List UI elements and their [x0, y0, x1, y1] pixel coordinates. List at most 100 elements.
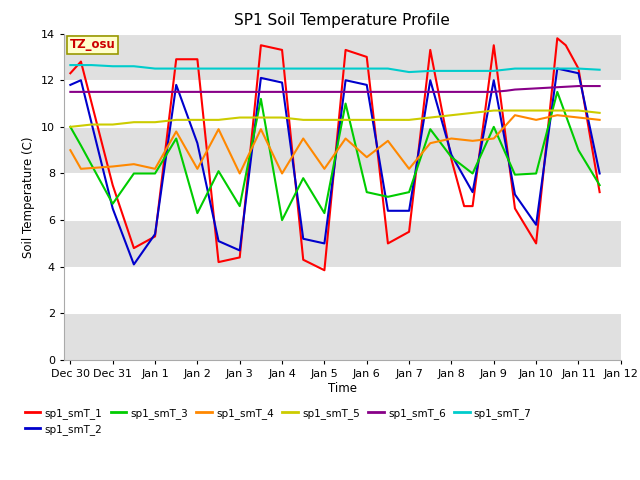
- sp1_smT_4: [468, 138, 476, 144]
- Line: sp1_smT_6: sp1_smT_6: [70, 86, 600, 92]
- Bar: [64, 267, 621, 313]
- sp1_smT_3: [172, 136, 180, 142]
- sp1_smT_7: [342, 66, 349, 72]
- sp1_smT_2: [151, 231, 159, 237]
- sp1_smT_5: [257, 115, 265, 120]
- sp1_smT_4: [511, 112, 519, 118]
- sp1_smT_6: [300, 89, 307, 95]
- sp1_smT_6: [67, 89, 74, 95]
- Legend: sp1_smT_1, sp1_smT_2, sp1_smT_3, sp1_smT_4, sp1_smT_5, sp1_smT_6, sp1_smT_7: sp1_smT_1, sp1_smT_2, sp1_smT_3, sp1_smT…: [25, 408, 532, 435]
- sp1_smT_5: [447, 112, 455, 118]
- sp1_smT_6: [342, 89, 349, 95]
- sp1_smT_1: [490, 42, 498, 48]
- sp1_smT_3: [363, 189, 371, 195]
- sp1_smT_3: [554, 89, 561, 95]
- sp1_smT_7: [257, 66, 265, 72]
- sp1_smT_4: [321, 166, 328, 172]
- sp1_smT_3: [67, 124, 74, 130]
- sp1_smT_7: [130, 63, 138, 69]
- sp1_smT_6: [278, 89, 286, 95]
- sp1_smT_4: [77, 166, 84, 172]
- sp1_smT_4: [596, 117, 604, 123]
- sp1_smT_1: [363, 54, 371, 60]
- sp1_smT_2: [321, 240, 328, 246]
- sp1_smT_6: [405, 89, 413, 95]
- sp1_smT_7: [300, 66, 307, 72]
- sp1_smT_6: [468, 89, 476, 95]
- Bar: [64, 127, 621, 173]
- sp1_smT_6: [193, 89, 201, 95]
- sp1_smT_7: [384, 66, 392, 72]
- sp1_smT_4: [130, 161, 138, 167]
- sp1_smT_7: [151, 66, 159, 72]
- sp1_smT_7: [363, 66, 371, 72]
- sp1_smT_2: [193, 140, 201, 146]
- sp1_smT_2: [405, 208, 413, 214]
- sp1_smT_3: [447, 154, 455, 160]
- Bar: [64, 313, 621, 360]
- sp1_smT_5: [554, 108, 561, 113]
- sp1_smT_5: [236, 115, 244, 120]
- sp1_smT_6: [511, 87, 519, 93]
- Line: sp1_smT_5: sp1_smT_5: [70, 110, 600, 127]
- sp1_smT_5: [384, 117, 392, 123]
- sp1_smT_5: [214, 117, 222, 123]
- sp1_smT_2: [257, 75, 265, 81]
- sp1_smT_2: [447, 152, 455, 158]
- sp1_smT_3: [151, 170, 159, 176]
- Y-axis label: Soil Temperature (C): Soil Temperature (C): [22, 136, 35, 258]
- sp1_smT_7: [278, 66, 286, 72]
- Line: sp1_smT_7: sp1_smT_7: [70, 65, 600, 72]
- sp1_smT_5: [321, 117, 328, 123]
- sp1_smT_6: [447, 89, 455, 95]
- sp1_smT_1: [384, 240, 392, 246]
- sp1_smT_5: [151, 120, 159, 125]
- sp1_smT_3: [214, 168, 222, 174]
- sp1_smT_5: [468, 110, 476, 116]
- sp1_smT_1: [77, 59, 84, 64]
- sp1_smT_1: [575, 66, 582, 72]
- sp1_smT_5: [511, 108, 519, 113]
- sp1_smT_4: [151, 166, 159, 172]
- sp1_smT_2: [490, 77, 498, 83]
- sp1_smT_1: [109, 182, 116, 188]
- Bar: [64, 173, 621, 220]
- sp1_smT_1: [447, 156, 455, 162]
- sp1_smT_2: [300, 236, 307, 241]
- sp1_smT_2: [342, 77, 349, 83]
- sp1_smT_5: [88, 121, 95, 127]
- sp1_smT_6: [236, 89, 244, 95]
- sp1_smT_2: [426, 77, 434, 83]
- sp1_smT_3: [426, 126, 434, 132]
- sp1_smT_7: [67, 62, 74, 68]
- sp1_smT_1: [596, 189, 604, 195]
- sp1_smT_4: [363, 154, 371, 160]
- Bar: [64, 220, 621, 267]
- sp1_smT_1: [130, 245, 138, 251]
- sp1_smT_4: [236, 170, 244, 176]
- sp1_smT_7: [575, 66, 582, 72]
- sp1_smT_6: [490, 89, 498, 95]
- sp1_smT_3: [130, 170, 138, 176]
- sp1_smT_5: [405, 117, 413, 123]
- sp1_smT_7: [490, 68, 498, 74]
- sp1_smT_1: [151, 234, 159, 240]
- sp1_smT_6: [426, 89, 434, 95]
- sp1_smT_2: [109, 205, 116, 211]
- sp1_smT_3: [468, 170, 476, 176]
- sp1_smT_6: [575, 83, 582, 89]
- sp1_smT_6: [130, 89, 138, 95]
- sp1_smT_4: [193, 166, 201, 172]
- sp1_smT_7: [468, 68, 476, 74]
- sp1_smT_7: [426, 68, 434, 74]
- sp1_smT_7: [193, 66, 201, 72]
- sp1_smT_5: [426, 115, 434, 120]
- sp1_smT_4: [490, 136, 498, 142]
- sp1_smT_1: [300, 257, 307, 263]
- sp1_smT_3: [193, 210, 201, 216]
- sp1_smT_5: [130, 120, 138, 125]
- sp1_smT_1: [257, 42, 265, 48]
- sp1_smT_5: [363, 117, 371, 123]
- sp1_smT_2: [575, 71, 582, 76]
- sp1_smT_1: [342, 47, 349, 53]
